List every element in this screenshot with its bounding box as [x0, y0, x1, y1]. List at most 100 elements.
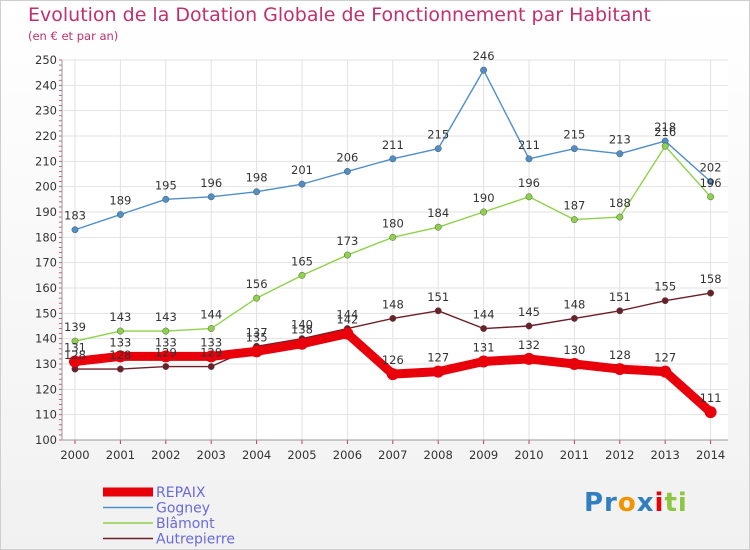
data-point-bl-mont [616, 213, 624, 221]
data-label-autrepierre: 158 [700, 272, 722, 286]
data-point-gogney [389, 155, 397, 163]
data-label-gogney: 202 [700, 161, 722, 175]
data-point-bl-mont [253, 294, 261, 302]
data-label-autrepierre: 144 [473, 308, 495, 322]
proxiti-logo: Proxiti [584, 488, 688, 518]
data-point-gogney [707, 178, 715, 186]
data-label-gogney: 211 [518, 138, 540, 152]
y-tick-label: 220 [35, 129, 57, 143]
data-label-repaix: 127 [427, 351, 449, 365]
x-tick-label: 2000 [60, 448, 89, 462]
x-tick-label: 2005 [287, 448, 316, 462]
data-point-repaix [568, 358, 581, 370]
data-label-bl-mont: 187 [563, 199, 585, 213]
y-tick-label: 130 [35, 357, 57, 371]
data-label-autrepierre: 155 [654, 280, 676, 294]
data-point-autrepierre [389, 314, 397, 322]
legend-label-bl-mont: Blâmont [156, 516, 215, 532]
data-point-bl-mont [162, 327, 170, 335]
data-point-bl-mont [207, 325, 215, 332]
y-tick-label: 160 [35, 281, 57, 295]
data-label-gogney: 213 [609, 133, 631, 147]
data-label-autrepierre: 144 [336, 308, 358, 322]
data-point-repaix [159, 350, 172, 363]
x-tick-label: 2006 [333, 448, 362, 462]
data-label-bl-mont: 196 [518, 176, 540, 190]
data-label-bl-mont: 216 [654, 125, 676, 139]
data-point-repaix [613, 363, 626, 376]
logo-letters: o [617, 488, 637, 518]
data-point-autrepierre [525, 322, 533, 330]
data-label-bl-mont: 144 [200, 308, 222, 322]
data-label-repaix: 135 [246, 330, 268, 344]
data-label-repaix: 133 [109, 335, 131, 349]
y-tick-label: 140 [35, 332, 57, 346]
data-label-gogney: 201 [291, 163, 313, 177]
data-point-gogney [434, 145, 442, 153]
y-tick-label: 120 [35, 382, 57, 396]
data-point-autrepierre [434, 307, 442, 315]
logo-letters: ti [664, 488, 688, 518]
data-point-bl-mont [570, 216, 578, 224]
data-label-gogney: 215 [563, 128, 585, 142]
legend-label-autrepierre: Autrepierre [156, 532, 235, 548]
data-label-autrepierre: 128 [109, 348, 131, 362]
x-tick-label: 2011 [560, 448, 589, 462]
data-label-repaix: 131 [64, 340, 86, 354]
data-label-autrepierre: 137 [246, 325, 268, 339]
data-label-autrepierre: 129 [155, 346, 177, 360]
y-tick-label: 230 [35, 104, 57, 118]
data-point-repaix [386, 368, 399, 381]
data-label-gogney: 211 [382, 138, 404, 152]
data-point-gogney [207, 193, 215, 201]
data-point-bl-mont [525, 193, 533, 201]
x-tick-label: 2009 [469, 448, 498, 462]
y-tick-label: 240 [35, 78, 57, 92]
x-tick-label: 2013 [651, 448, 680, 462]
data-label-repaix: 133 [155, 335, 177, 349]
data-point-autrepierre [116, 365, 124, 373]
x-tick-label: 2007 [378, 448, 407, 462]
x-tick-label: 2003 [197, 448, 226, 462]
y-tick-label: 180 [35, 230, 57, 244]
data-label-bl-mont: 188 [609, 196, 631, 210]
data-point-gogney [71, 226, 79, 234]
data-point-gogney [616, 150, 624, 158]
data-label-autrepierre: 148 [382, 297, 404, 311]
data-point-repaix [659, 365, 672, 378]
data-point-repaix [523, 352, 535, 365]
x-tick-label: 2002 [151, 448, 180, 462]
y-tick-label: 150 [35, 306, 57, 320]
data-label-bl-mont: 165 [291, 254, 313, 268]
data-point-bl-mont [480, 208, 488, 216]
data-point-bl-mont [707, 193, 715, 201]
x-tick-label: 2012 [605, 448, 634, 462]
data-label-gogney: 215 [427, 128, 449, 142]
logo-letters: i [654, 488, 665, 518]
plot-area [62, 60, 728, 440]
data-point-bl-mont [389, 233, 397, 241]
data-point-repaix [69, 355, 81, 368]
data-label-repaix: 126 [382, 353, 404, 367]
data-point-autrepierre [661, 297, 669, 305]
data-label-bl-mont: 173 [336, 234, 358, 248]
data-point-gogney [162, 195, 170, 203]
data-point-repaix [341, 327, 354, 340]
data-label-bl-mont: 180 [382, 216, 404, 230]
logo-letters: x [636, 488, 655, 518]
data-point-autrepierre [162, 363, 170, 370]
data-label-bl-mont: 184 [427, 206, 449, 220]
chart-subtitle: (en € et par an) [28, 29, 119, 43]
data-label-bl-mont: 190 [473, 191, 495, 205]
data-label-repaix: 138 [291, 323, 313, 337]
data-label-gogney: 246 [473, 49, 495, 63]
data-label-gogney: 218 [654, 120, 676, 134]
data-label-autrepierre: 151 [609, 290, 631, 304]
data-label-repaix: 127 [654, 351, 676, 365]
x-tick-label: 2001 [106, 448, 135, 462]
data-point-autrepierre [480, 325, 488, 332]
data-point-gogney [525, 155, 533, 163]
data-label-gogney: 183 [64, 209, 86, 223]
data-point-gogney [343, 168, 351, 175]
